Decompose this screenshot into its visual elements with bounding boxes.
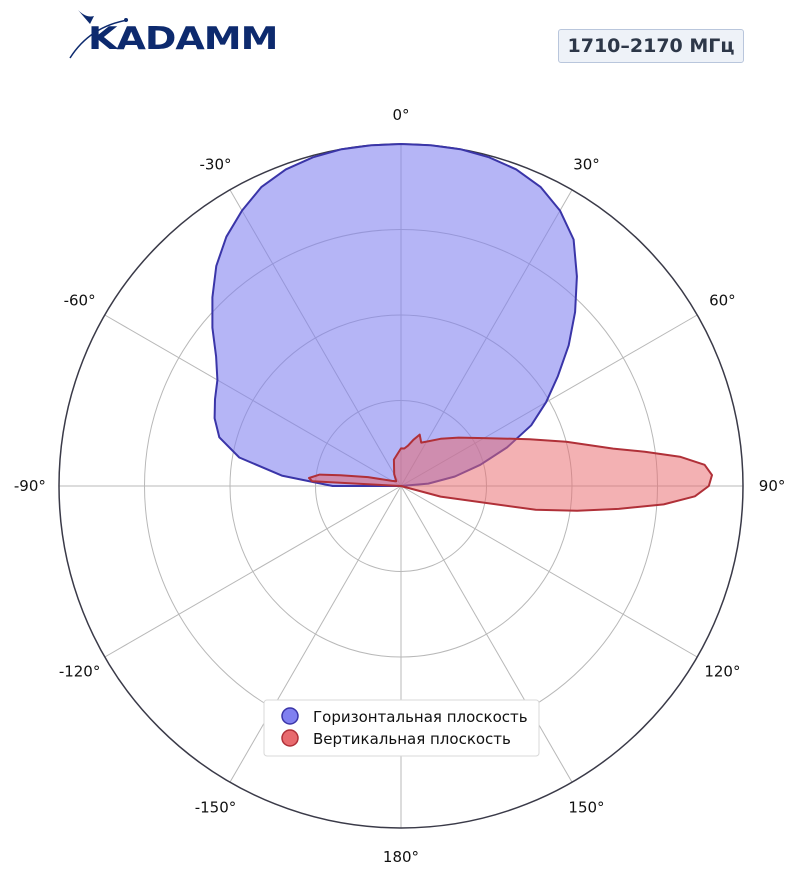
legend-label-vertical: Вертикальная плоскость	[313, 730, 511, 748]
series-horizontal-area	[211, 143, 578, 487]
angle-tick-label: 90°	[759, 477, 786, 495]
angle-tick-labels: 0° 30° 60° 90° 120° 150° 180° -150° -120° -90° -60…	[14, 106, 785, 866]
angle-tick-label: 150°	[568, 798, 604, 816]
grid-spoke-120	[400, 485, 698, 658]
legend-marker-vertical	[281, 729, 299, 747]
series-vertical-area	[308, 433, 713, 512]
angle-tick-label: -150°	[195, 798, 237, 816]
logo-dot	[124, 18, 128, 22]
series-layer	[211, 143, 713, 512]
angle-tick-label: -60°	[64, 292, 96, 310]
grid-spoke-210	[229, 485, 402, 783]
angle-tick-label: 60°	[709, 292, 736, 310]
angle-tick-label: -90°	[14, 477, 46, 495]
legend-label-horizontal: Горизонтальная плоскость	[313, 708, 528, 726]
angle-tick-label: -30°	[200, 156, 232, 174]
angle-tick-label: 180°	[383, 848, 419, 866]
grid-spoke-240	[104, 485, 402, 658]
legend-marker-horizontal	[281, 707, 299, 725]
kadamm-logo	[69, 10, 129, 59]
logo-swoosh-upper	[78, 10, 94, 24]
legend: Горизонтальная плоскость Вертикальная пл…	[263, 699, 540, 757]
grid-spoke-150	[400, 485, 573, 783]
legend-box	[263, 699, 540, 757]
logo-swoosh	[69, 19, 129, 59]
angle-tick-label: 120°	[704, 663, 740, 681]
angle-tick-label: -120°	[59, 663, 101, 681]
frequency-badge: 1710–2170 МГц	[558, 29, 744, 63]
logo-text: KADAMM	[88, 20, 278, 57]
angle-tick-label: 30°	[573, 156, 600, 174]
angle-tick-label: 0°	[392, 106, 409, 124]
